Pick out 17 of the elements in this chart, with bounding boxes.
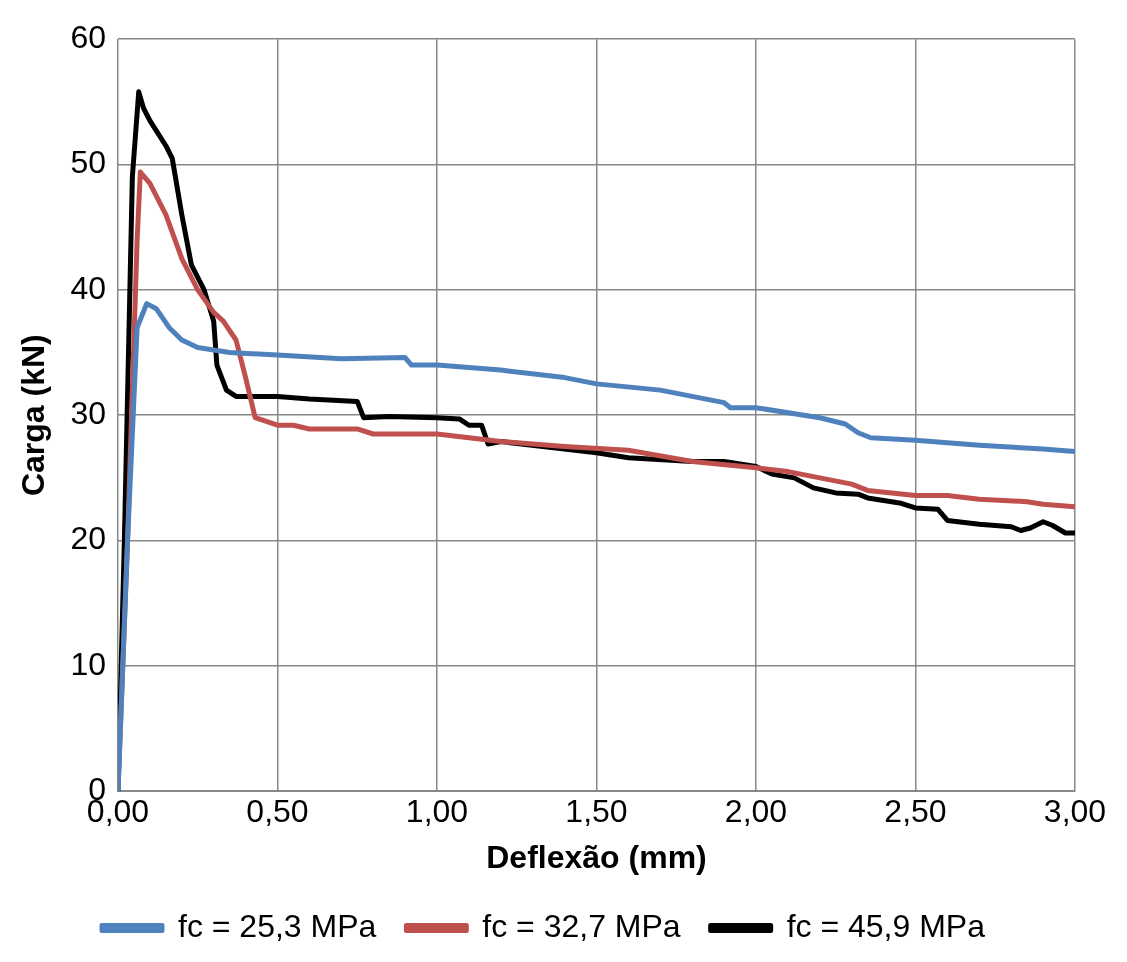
y-axis-title: Carga (kN) bbox=[15, 334, 52, 497]
legend-label: fc = 25,3 MPa bbox=[178, 907, 377, 944]
legend-label: fc = 45,9 MPa bbox=[786, 907, 986, 944]
x-tick-label: 1,00 bbox=[405, 793, 469, 830]
x-tick-label: 2,50 bbox=[884, 793, 947, 830]
x-axis-title: Deflexão (mm) bbox=[486, 838, 707, 875]
legend-label: fc = 32,7 MPa bbox=[482, 907, 681, 944]
y-tick-label: 60 bbox=[70, 19, 106, 56]
y-tick-label: 20 bbox=[70, 520, 106, 557]
x-tick-label: 3,00 bbox=[1043, 793, 1107, 830]
x-tick-label: 0,50 bbox=[246, 793, 309, 830]
y-tick-label: 50 bbox=[70, 144, 106, 181]
y-tick-label: 30 bbox=[70, 395, 106, 432]
x-tick-label: 2,00 bbox=[724, 793, 788, 830]
y-tick-label: 40 bbox=[70, 269, 106, 306]
y-tick-label: 10 bbox=[70, 645, 106, 682]
x-tick-label: 1,50 bbox=[565, 793, 628, 830]
